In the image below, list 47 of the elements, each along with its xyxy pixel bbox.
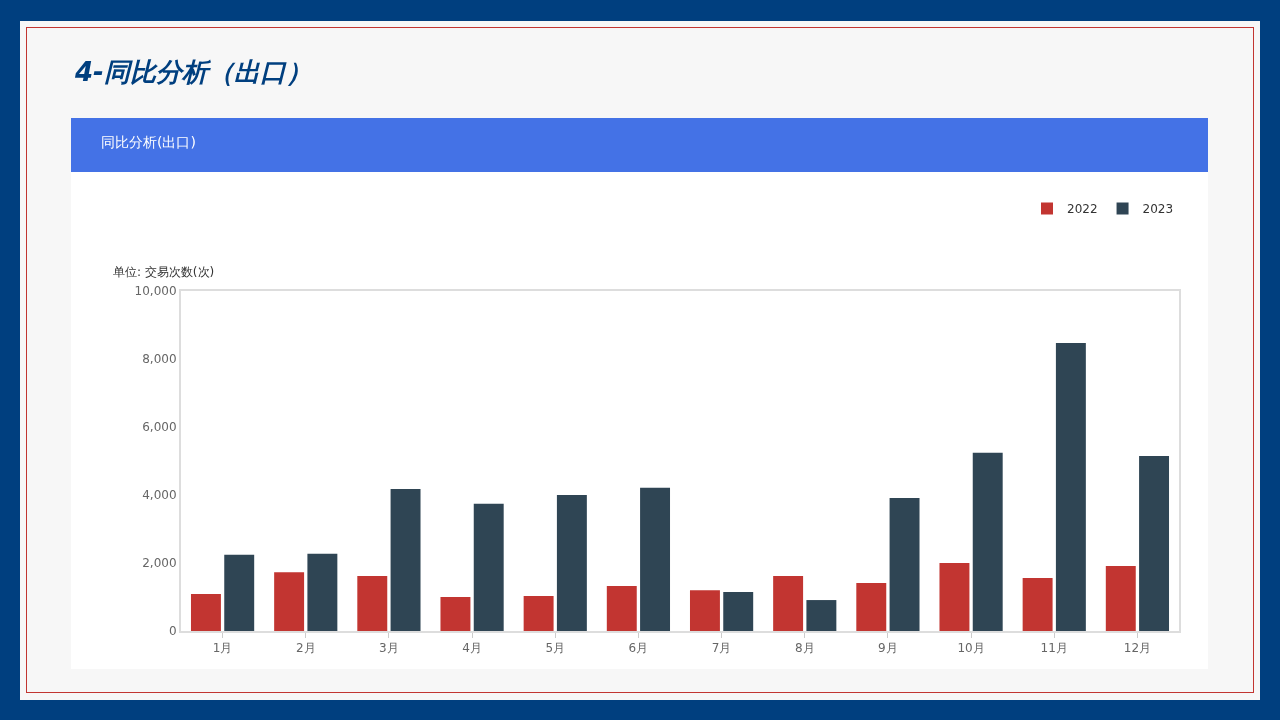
bar (390, 488, 421, 631)
bar (773, 575, 804, 631)
bar (1105, 566, 1136, 631)
bar (723, 591, 754, 631)
bar (939, 563, 970, 631)
x-tick-label: 4月 (462, 641, 482, 656)
bar (274, 572, 305, 631)
bar (1139, 455, 1170, 631)
y-tick-label: 2,000 (142, 556, 177, 571)
chart-subtitle: 同比分析(出口) (71, 118, 1208, 172)
y-tick-label: 10,000 (134, 284, 177, 299)
bar (357, 575, 388, 631)
bar (224, 554, 255, 631)
legend-label: 2022 (1067, 202, 1098, 217)
x-tick-label: 5月 (545, 641, 566, 656)
x-tick-label: 10月 (957, 641, 985, 656)
x-tick-label: 9月 (878, 641, 898, 656)
y-axis-title: 单位: 交易次数(次) (113, 265, 215, 279)
bar (190, 593, 221, 631)
x-tick-label: 8月 (794, 641, 815, 656)
bar (1022, 577, 1053, 631)
x-tick-label: 12月 (1123, 641, 1152, 656)
y-tick-label: 6,000 (142, 420, 177, 435)
x-tick-label: 11月 (1040, 641, 1068, 656)
legend-label: 2023 (1142, 202, 1174, 217)
y-tick-label: 4,000 (142, 488, 177, 503)
bar (440, 597, 471, 631)
bar (523, 595, 554, 631)
bar (889, 498, 920, 631)
x-tick-label: 2月 (295, 641, 316, 656)
bar (972, 452, 1003, 631)
bar (606, 586, 637, 631)
bar (307, 553, 338, 631)
bar (689, 590, 720, 631)
y-tick-label: 0 (168, 624, 177, 639)
y-tick-label: 8,000 (142, 352, 177, 367)
x-tick-label: 7月 (711, 641, 732, 656)
bar (806, 600, 837, 631)
chart-title: 4-同比分析（出口） (75, 56, 312, 89)
bar (856, 583, 887, 631)
bar (473, 503, 504, 631)
x-tick-label: 3月 (379, 641, 399, 656)
bar (1055, 343, 1086, 631)
bar (640, 487, 671, 631)
x-tick-label: 6月 (628, 641, 649, 656)
bar (556, 495, 587, 631)
x-tick-label: 1月 (212, 641, 233, 656)
